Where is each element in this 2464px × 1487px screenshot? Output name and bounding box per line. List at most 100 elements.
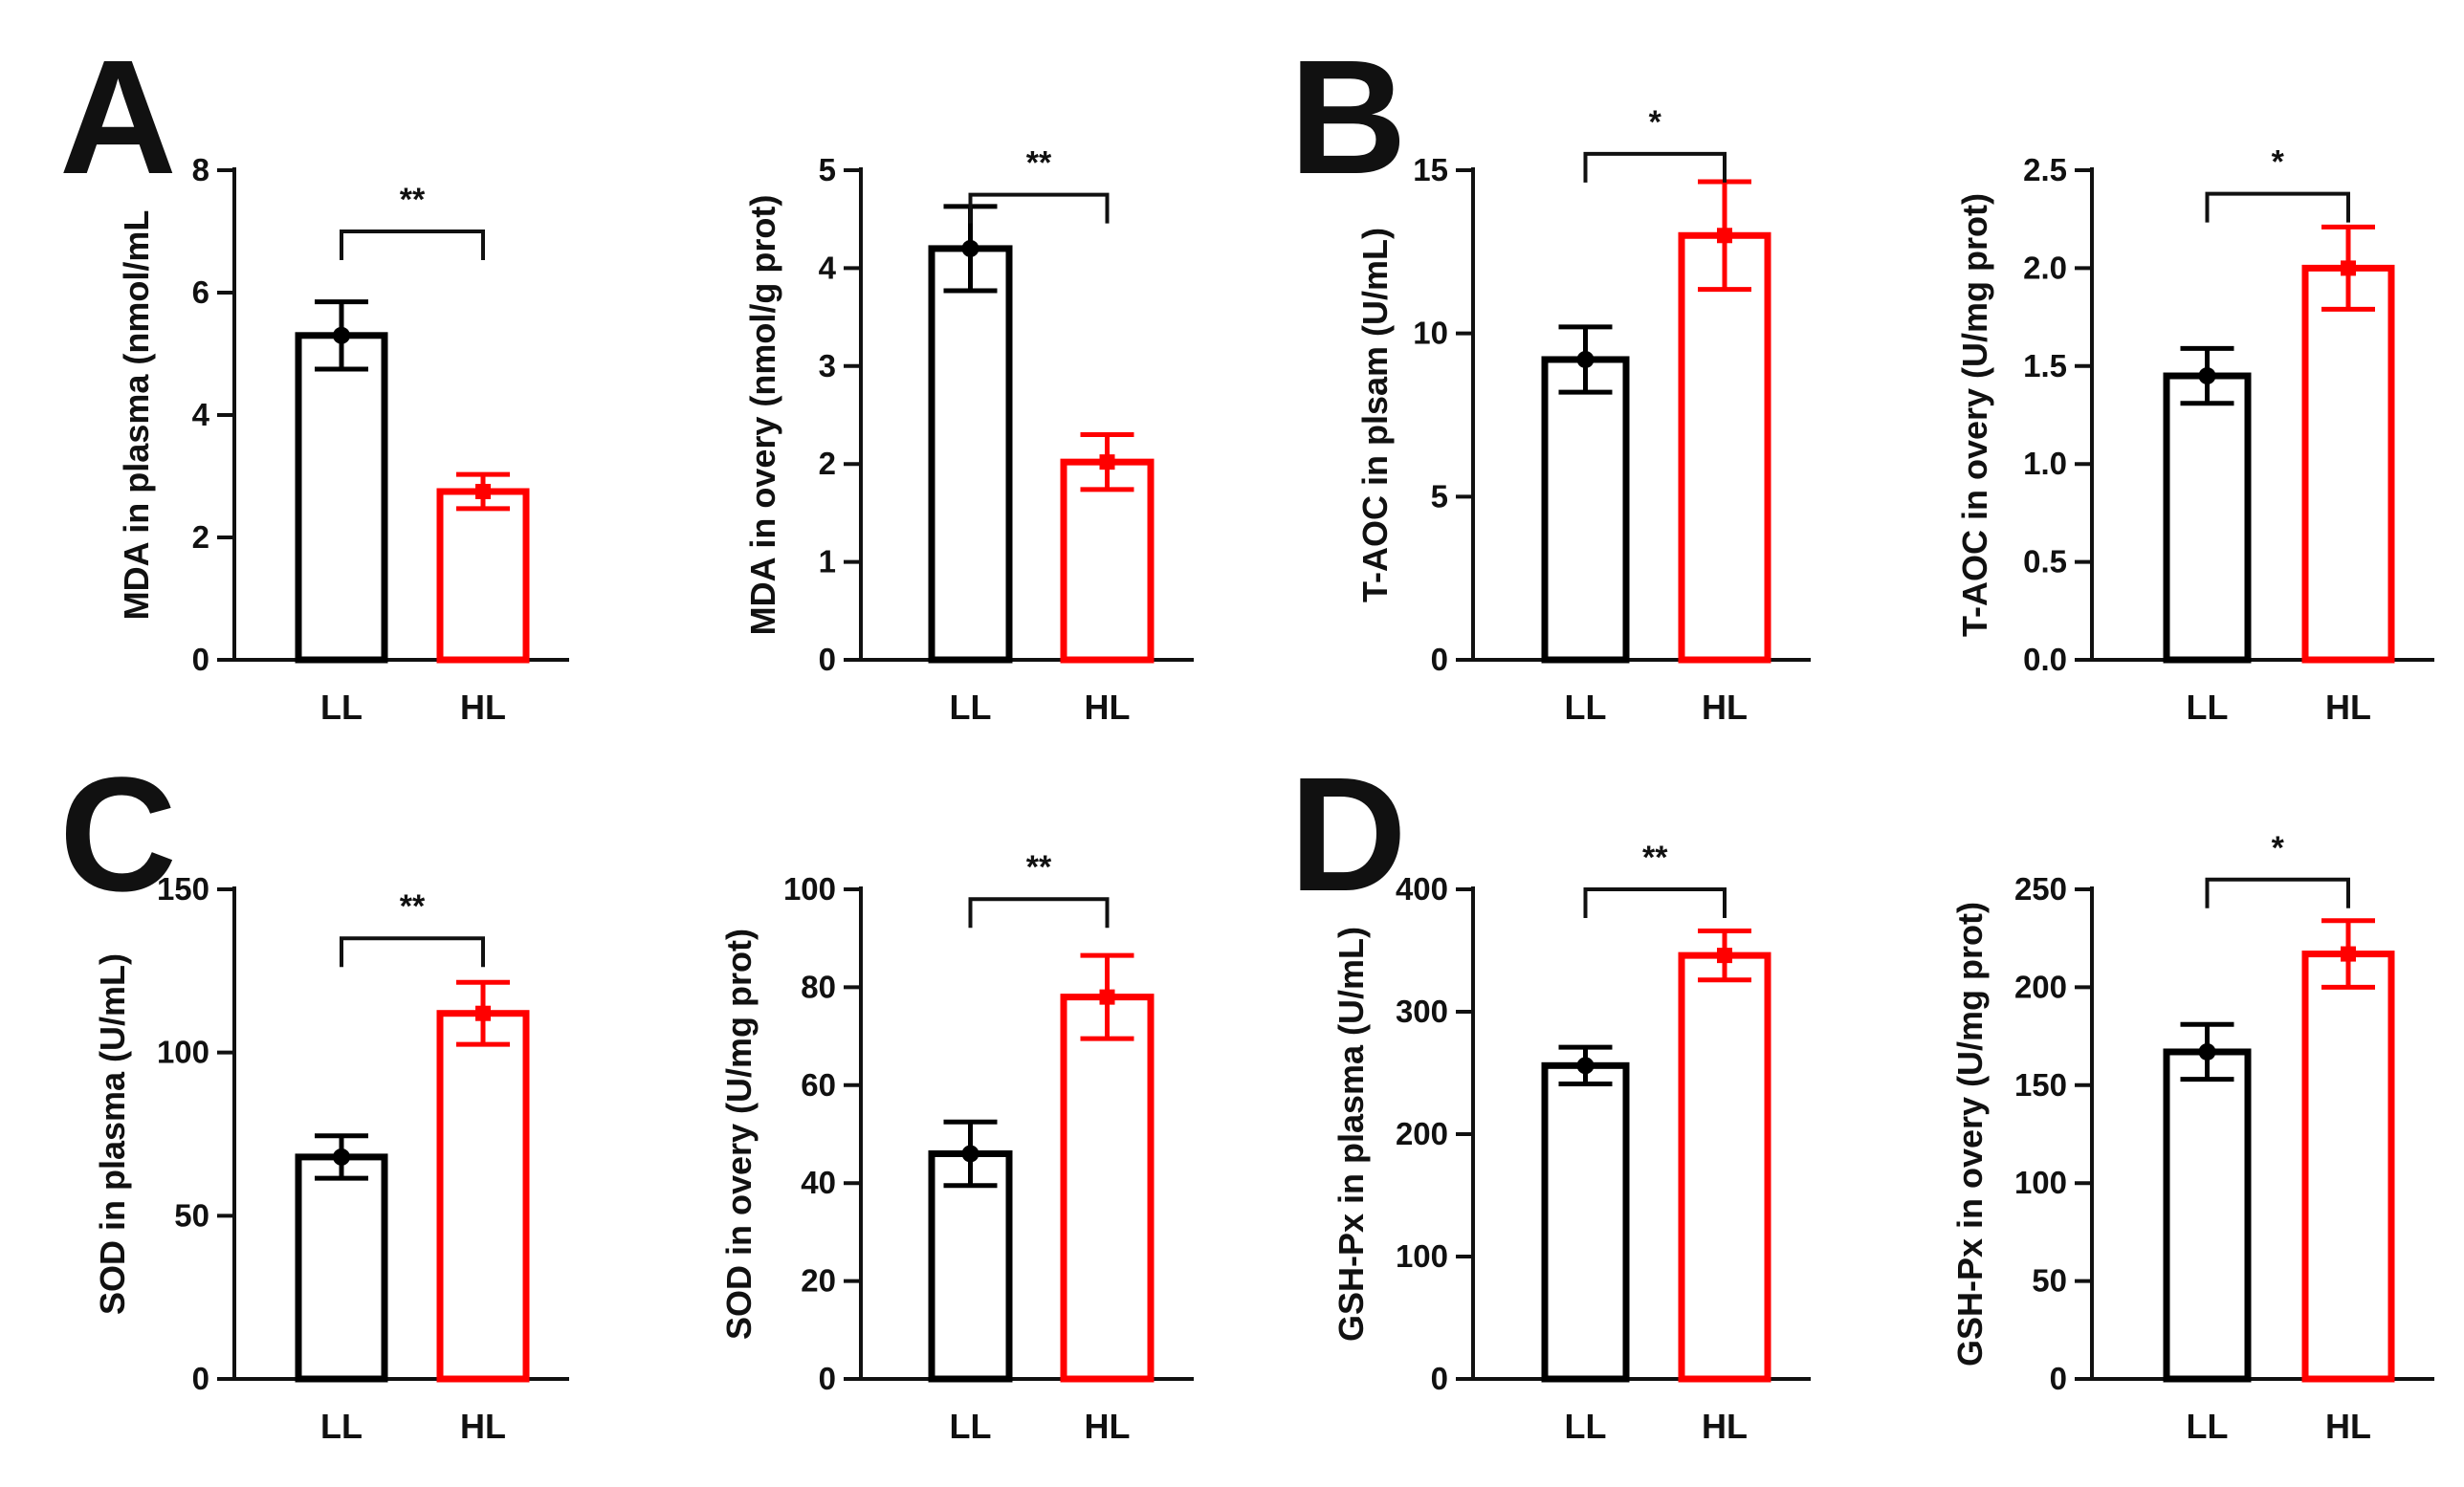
panel-label-c: C — [59, 744, 177, 926]
data-point-ll — [333, 326, 350, 344]
data-point-ll — [2198, 367, 2216, 385]
y-tick-label: 2 — [192, 519, 209, 555]
y-tick-label: 60 — [801, 1067, 836, 1103]
y-axis-label: T-AOC in plsam (U/mL) — [1355, 228, 1395, 602]
y-tick-label: 5 — [1431, 478, 1448, 514]
significance-marker: ** — [1026, 145, 1052, 182]
significance-bracket — [2205, 191, 2350, 223]
bar-hl — [1060, 458, 1155, 664]
y-axis-label: SOD in plasma (U/mL) — [93, 953, 132, 1315]
data-point-hl — [1099, 454, 1115, 470]
y-tick-label: 3 — [819, 348, 836, 383]
significance-bracket — [340, 230, 485, 260]
bar-hl — [436, 488, 530, 664]
y-tick-label: 40 — [801, 1165, 836, 1200]
y-tick-label: 0.5 — [2023, 544, 2067, 579]
bar-ll — [928, 1149, 1013, 1383]
x-tick-label-hl: HL — [1702, 1407, 1748, 1446]
y-tick-label: 6 — [192, 274, 209, 310]
x-tick-label-hl: HL — [1702, 688, 1748, 727]
significance-marker: ** — [400, 182, 426, 218]
significance-bracket — [968, 192, 1110, 224]
data-point-hl — [475, 484, 491, 499]
bar-ll — [295, 332, 388, 664]
y-tick-label: 0 — [819, 642, 836, 677]
significance-marker: * — [2272, 830, 2285, 866]
y-tick-label: 1.0 — [2023, 446, 2067, 481]
panel-label-a: A — [59, 27, 177, 208]
y-tick-label: 200 — [2014, 969, 2067, 1004]
y-tick-label: 100 — [2014, 1165, 2067, 1200]
y-axis-label: T-AOC in overy (U/mg prot) — [1955, 193, 1994, 637]
y-tick-label: 20 — [801, 1263, 836, 1299]
x-tick-label-hl: HL — [1085, 1407, 1131, 1446]
bar-ll — [1541, 1061, 1630, 1383]
y-tick-label: 2 — [819, 446, 836, 481]
x-tick-label-ll: LL — [2187, 1407, 2229, 1446]
data-point-ll — [1576, 1057, 1595, 1075]
x-tick-label-ll: LL — [950, 688, 992, 727]
y-tick-label: 1 — [819, 544, 836, 579]
bar-ll — [295, 1153, 388, 1383]
bar-ll — [1541, 356, 1630, 664]
y-axis-label: MDA in overy (nmol/g prot) — [743, 195, 782, 636]
significance-bracket — [2205, 877, 2350, 908]
data-point-hl — [1099, 989, 1115, 1005]
y-tick-label: 15 — [1413, 152, 1448, 187]
data-point-hl — [2341, 260, 2356, 276]
x-tick-label-hl: HL — [1085, 688, 1131, 727]
significance-bracket — [1583, 887, 1727, 918]
y-tick-label: 1.5 — [2023, 348, 2067, 383]
y-tick-label: 50 — [174, 1197, 209, 1233]
y-tick-label: 0 — [1431, 642, 1448, 677]
y-tick-label: 0 — [192, 642, 209, 677]
y-tick-label: 0 — [192, 1361, 209, 1396]
y-tick-label: 50 — [2032, 1263, 2067, 1299]
x-tick-label-hl: HL — [460, 1407, 506, 1446]
y-tick-label: 5 — [819, 152, 836, 187]
y-tick-label: 0 — [819, 1361, 836, 1396]
y-axis-label: SOD in overy (U/mg prot) — [719, 929, 759, 1340]
bar-hl — [436, 1010, 530, 1383]
significance-marker: ** — [1642, 840, 1668, 876]
y-tick-label: 4 — [192, 397, 210, 432]
y-tick-label: 100 — [157, 1035, 209, 1070]
y-tick-label: 2.0 — [2023, 250, 2067, 285]
y-tick-label: 100 — [783, 871, 836, 907]
y-tick-label: 10 — [1413, 316, 1448, 351]
data-point-ll — [961, 1145, 979, 1163]
panel-label-d: D — [1289, 744, 1407, 926]
data-point-hl — [1717, 228, 1732, 244]
x-tick-label-ll: LL — [2187, 688, 2229, 727]
y-tick-label: 300 — [1396, 994, 1448, 1029]
significance-marker: ** — [1026, 849, 1052, 886]
bar-hl — [2301, 951, 2395, 1383]
x-tick-label-ll: LL — [950, 1407, 992, 1446]
significance-bracket — [1583, 151, 1727, 183]
y-tick-label: 2.5 — [2023, 152, 2067, 187]
bar-ll — [928, 245, 1013, 664]
x-tick-label-hl: HL — [460, 688, 506, 727]
y-axis-label: GSH-Px in plasma (U/mL) — [1331, 927, 1371, 1342]
y-axis-label: MDA in plasma (nmol/mL — [117, 210, 156, 621]
bar-hl — [2301, 264, 2395, 664]
bar-hl — [1678, 231, 1771, 664]
x-tick-label-ll: LL — [1565, 688, 1607, 727]
y-tick-label: 250 — [2014, 871, 2067, 907]
data-point-ll — [961, 239, 979, 257]
x-tick-label-ll: LL — [320, 1407, 363, 1446]
data-point-hl — [475, 1005, 491, 1021]
bar-ll — [2163, 1048, 2252, 1383]
data-point-ll — [1576, 350, 1595, 368]
y-tick-label: 0 — [1431, 1361, 1448, 1396]
significance-bracket — [340, 936, 485, 968]
data-point-hl — [2341, 946, 2356, 962]
x-tick-label-ll: LL — [1565, 1407, 1607, 1446]
x-tick-label-ll: LL — [320, 688, 363, 727]
y-tick-label: 0.0 — [2023, 642, 2067, 677]
y-tick-label: 100 — [1396, 1238, 1448, 1274]
significance-marker: * — [2272, 144, 2285, 181]
x-tick-label-hl: HL — [2325, 1407, 2371, 1446]
y-tick-label: 150 — [157, 871, 209, 907]
